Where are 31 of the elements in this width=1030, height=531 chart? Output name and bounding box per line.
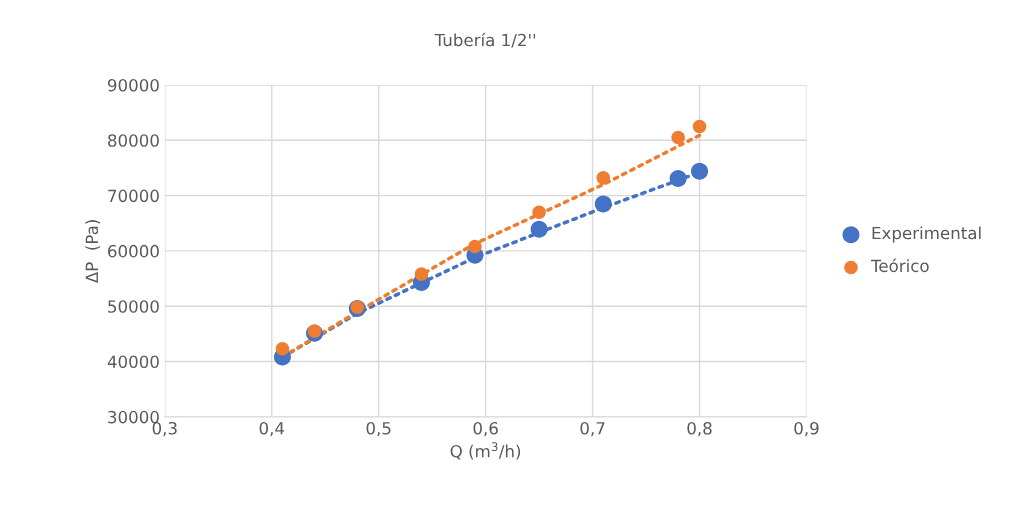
y-tick-label: 30000 xyxy=(108,410,159,424)
point xyxy=(307,324,322,338)
point xyxy=(414,267,429,281)
x-axis-title: Q (m$^{3}$/h) xyxy=(450,442,521,460)
y-tick-label: 90000 xyxy=(107,78,159,92)
point xyxy=(691,162,709,180)
point xyxy=(596,171,611,185)
x-tick-label: 0,5 xyxy=(366,421,391,437)
legend-label: Experimental xyxy=(872,226,981,243)
x-tick-label: 0,7 xyxy=(580,421,605,437)
point xyxy=(468,239,482,254)
y-axis-title: ΔP (Pa) xyxy=(85,220,101,284)
x-tick-label: 0,9 xyxy=(794,421,819,437)
point xyxy=(532,205,546,219)
y-tick-label: 70000 xyxy=(108,189,159,203)
x-tick-label: 0,8 xyxy=(687,421,712,437)
point xyxy=(275,342,290,356)
point xyxy=(669,169,687,187)
y-tick-label: 60000 xyxy=(108,244,159,258)
point xyxy=(594,195,612,213)
y-tick-label: 50000 xyxy=(108,300,159,313)
x-tick-label: 0,3 xyxy=(152,421,177,437)
chart-title: Tubería 1/2'' xyxy=(434,32,536,48)
point xyxy=(671,130,685,145)
y-tick-label: 80000 xyxy=(108,134,159,147)
point xyxy=(530,220,548,238)
legend-label: Teórico xyxy=(870,258,929,273)
x-tick-label: 0,4 xyxy=(259,421,285,437)
x-tick-label: 0,6 xyxy=(473,421,498,437)
y-tick-label: 40000 xyxy=(107,355,159,369)
point xyxy=(692,119,707,134)
